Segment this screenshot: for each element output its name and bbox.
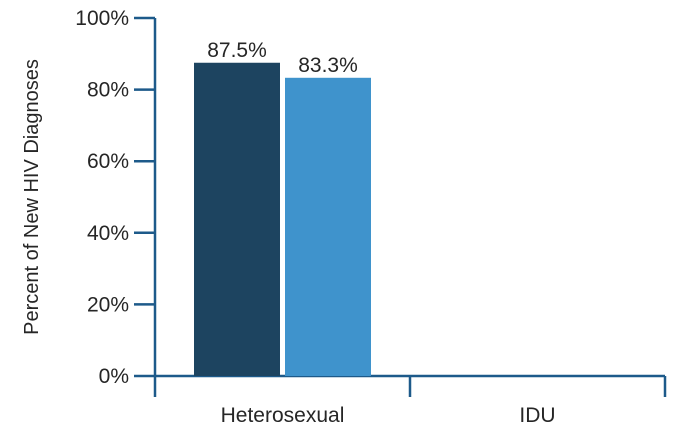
category-labels: Heterosexual IDU [221,404,556,422]
y-tick-label: 20% [87,293,129,316]
x-axis [153,374,667,397]
category-label: IDU [519,404,555,422]
bar-value-label: 83.3% [298,54,358,77]
bar [194,62,280,376]
y-axis-label: Percent of New HIV Diagnoses [21,59,43,335]
y-axis: 0% 20% 40% 60% 80% 100% [75,7,157,388]
category-label: Heterosexual [221,404,345,422]
y-tick-label: 80% [87,79,129,102]
bars [194,62,371,376]
y-tick-label: 0% [99,365,129,388]
y-tick-label: 60% [87,150,129,173]
bar-value-label: 87.5% [207,39,267,62]
bar [285,77,371,376]
value-labels: 87.5% 83.3% [207,39,358,77]
y-tick-label: 100% [75,7,129,30]
y-tick-label: 40% [87,222,129,245]
